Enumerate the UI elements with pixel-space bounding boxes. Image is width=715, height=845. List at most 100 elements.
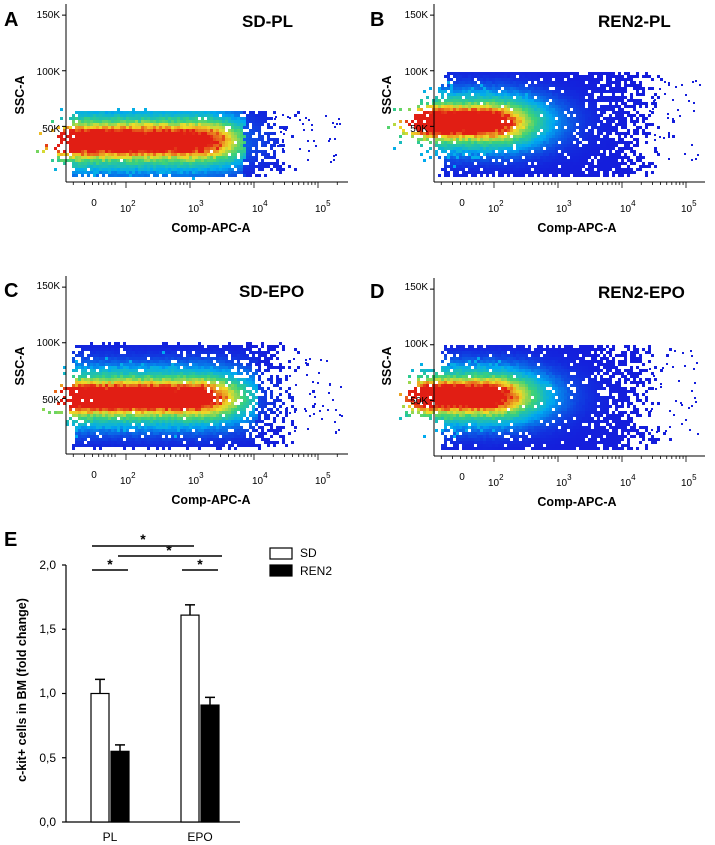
- density-cell: [264, 162, 267, 165]
- density-cell: [225, 114, 228, 117]
- density-cell: [204, 126, 207, 129]
- density-cell: [246, 159, 249, 162]
- density-cell: [192, 162, 195, 165]
- density-cell: [273, 111, 276, 114]
- density-cell: [78, 126, 81, 129]
- density-cell: [219, 120, 222, 123]
- density-cell: [108, 174, 111, 177]
- density-cell: [222, 141, 225, 144]
- density-cell: [249, 156, 252, 159]
- density-cell: [207, 147, 210, 150]
- density-cell: [237, 111, 240, 114]
- density-cell: [141, 174, 144, 177]
- density-cell: [201, 117, 204, 120]
- density-cell: [228, 114, 231, 117]
- density-cell: [111, 174, 114, 177]
- density-cell: [261, 120, 264, 123]
- density-cell: [165, 171, 168, 174]
- density-cell: [258, 150, 261, 153]
- density-cell: [75, 159, 78, 162]
- density-cell: [252, 132, 255, 135]
- density-cell: [264, 114, 267, 117]
- density-cell: [228, 129, 231, 132]
- density-cell: [87, 111, 90, 114]
- density-cell: [240, 168, 243, 171]
- density-cell: [123, 174, 126, 177]
- density-cell: [216, 171, 219, 174]
- density-cell: [279, 168, 282, 171]
- density-cell: [267, 138, 270, 141]
- density-cell: [153, 156, 156, 159]
- density-cell: [117, 168, 120, 171]
- density-cell: [192, 126, 195, 129]
- density-cell: [213, 117, 216, 120]
- density-cell: [231, 144, 234, 147]
- density-cell: [258, 135, 261, 138]
- density-cell: [207, 174, 210, 177]
- density-cell: [213, 153, 216, 156]
- density-cell: [264, 174, 267, 177]
- density-cell: [102, 150, 105, 153]
- density-cell: [111, 114, 114, 117]
- density-cell: [252, 114, 255, 117]
- density-cell: [219, 129, 222, 132]
- density-cell: [105, 111, 108, 114]
- density-cell: [150, 168, 153, 171]
- density-cell: [81, 171, 84, 174]
- density-cell: [246, 117, 249, 120]
- density-cell: [222, 165, 225, 168]
- density-cell: [84, 150, 87, 153]
- density-cell: [177, 159, 180, 162]
- density-cell: [252, 171, 255, 174]
- density-cell: [204, 129, 207, 132]
- density-cell: [222, 120, 225, 123]
- density-cell: [258, 123, 261, 126]
- density-cell: [177, 174, 180, 177]
- density-cell: [228, 162, 231, 165]
- density-cell: [261, 162, 264, 165]
- density-cell: [201, 156, 204, 159]
- density-cell: [198, 162, 201, 165]
- density-cell: [222, 162, 225, 165]
- density-cell: [132, 114, 135, 117]
- density-cell: [201, 129, 204, 132]
- density-cell: [210, 147, 213, 150]
- density-cell: [234, 162, 237, 165]
- density-cell: [252, 168, 255, 171]
- density-cell: [249, 171, 252, 174]
- density-cell: [225, 111, 228, 114]
- density-cell: [252, 165, 255, 168]
- density-cell: [186, 159, 189, 162]
- density-cell: [213, 165, 216, 168]
- density-cell: [255, 123, 258, 126]
- density-cell: [183, 123, 186, 126]
- plot-title-a: SD-PL: [242, 12, 293, 31]
- density-cell: [228, 135, 231, 138]
- density-cell: [75, 111, 78, 114]
- density-cell: [225, 144, 228, 147]
- density-cell: [231, 174, 234, 177]
- density-cell: [243, 135, 246, 138]
- density-cell: [213, 174, 216, 177]
- density-cell: [156, 171, 159, 174]
- density-cell: [255, 126, 258, 129]
- density-cell: [228, 132, 231, 135]
- density-cell: [177, 165, 180, 168]
- density-cell: [246, 168, 249, 171]
- density-cell: [240, 147, 243, 150]
- density-cell: [240, 126, 243, 129]
- density-cell: [258, 165, 261, 168]
- density-plot-a: [36, 108, 341, 180]
- panel-label-a: A: [4, 9, 18, 31]
- density-cell: [192, 174, 195, 177]
- density-cell: [72, 114, 75, 117]
- density-cell: [231, 168, 234, 171]
- density-cell: [210, 153, 213, 156]
- density-cell: [120, 168, 123, 171]
- density-cell: [249, 144, 252, 147]
- density-cell: [270, 168, 273, 171]
- density-cell: [144, 132, 147, 135]
- density-cell: [234, 126, 237, 129]
- density-cell: [243, 120, 246, 123]
- density-cell: [228, 120, 231, 123]
